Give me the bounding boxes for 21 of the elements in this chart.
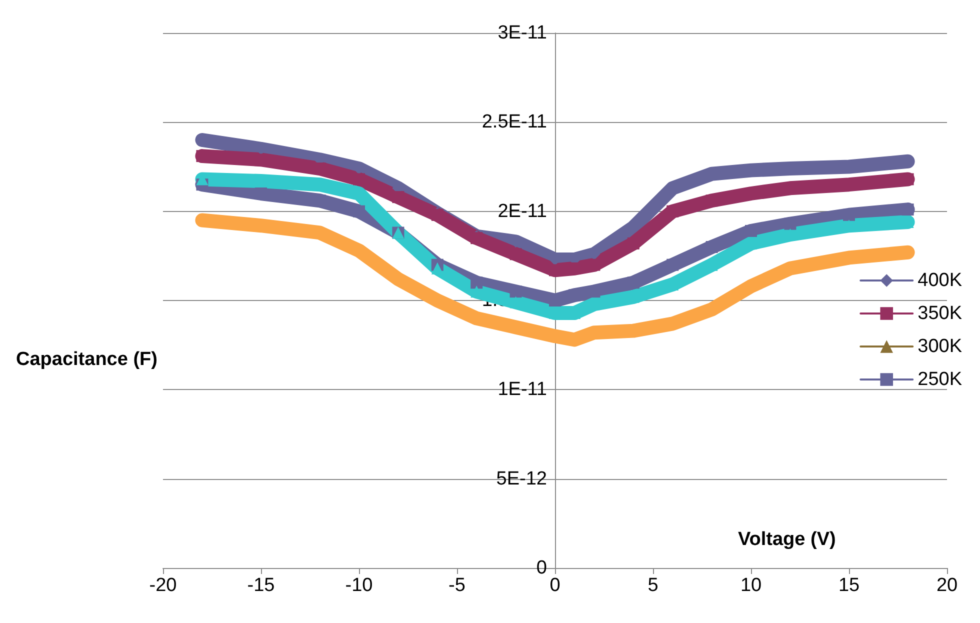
legend-label: 250K [918,369,962,390]
y-axis-title: Capacitance (F) [16,349,158,370]
y-tick-label: 2E-11 [498,200,547,222]
y-tick-label: 5E-12 [496,468,547,490]
x-tick-label: 5 [648,575,658,596]
y-tick-label: 3E-11 [498,22,547,44]
x-tick-label: -20 [149,575,177,596]
x-axis-title: Voltage (V) [738,529,836,550]
x-tick-label: -5 [448,575,466,596]
legend-label: 300K [918,336,962,357]
x-tick-label: -15 [247,575,275,596]
x-tick-label: -10 [345,575,373,596]
y-tick-label: 1E-11 [498,379,547,400]
x-tick-label: 15 [838,575,860,596]
x-tick-label: 0 [550,575,560,596]
y-tick-label: 0 [536,558,547,578]
x-tick-label: 10 [740,575,762,596]
x-tick-label: 20 [936,575,958,596]
legend-label: 400K [918,270,962,291]
legend-label: 350K [918,303,962,324]
y-tick-label: 2.5E-11 [482,112,547,133]
